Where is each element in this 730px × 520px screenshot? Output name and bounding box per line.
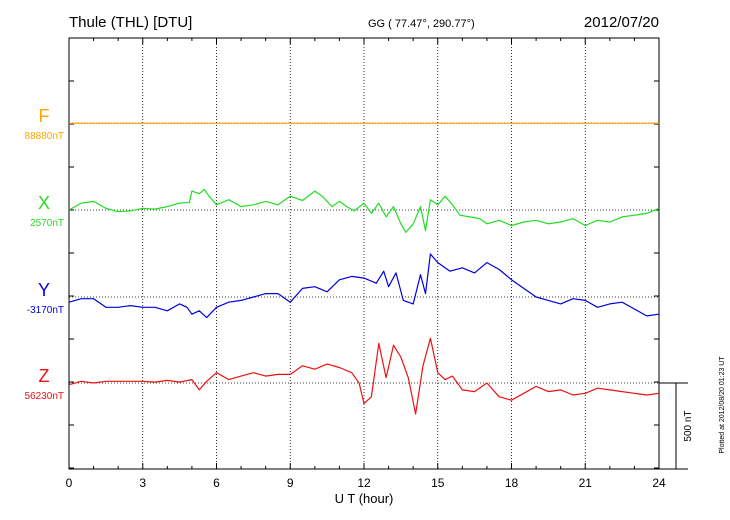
series-line-x xyxy=(68,188,660,233)
series-line-z xyxy=(68,337,660,415)
x-axis-label: U T (hour) xyxy=(335,491,394,506)
x-tick-label: 0 xyxy=(66,476,73,490)
series-line-y xyxy=(68,253,660,319)
series-labels: F 88880nT X 2570nT Y -3170nT Z 56230nT xyxy=(25,106,64,402)
plotted-note: Plotted at 2012/08/20 01:23 UT xyxy=(719,356,726,454)
x-tick-label: 3 xyxy=(139,476,146,490)
axis-ticks: 0 3 6 9 12 15 18 21 24 xyxy=(66,38,666,490)
grid-lines xyxy=(142,38,586,469)
x-tick-label: 18 xyxy=(505,476,519,490)
series-name-f: F xyxy=(39,106,50,126)
x-tick-label: 21 xyxy=(579,476,593,490)
series-baseline-f: 88880nT xyxy=(25,131,64,142)
x-tick-label: 24 xyxy=(652,476,666,490)
series-baseline-x: 2570nT xyxy=(30,218,64,229)
date-label: 2012/07/20 xyxy=(584,14,659,31)
series-name-x: X xyxy=(38,193,50,213)
x-tick-label: 15 xyxy=(431,476,445,490)
scale-bar-label: 500 nT xyxy=(683,410,694,441)
coords-label: GG ( 77.47°, 290.77°) xyxy=(368,18,475,30)
station-title: Thule (THL) [DTU] xyxy=(69,14,192,31)
x-tick-label: 9 xyxy=(287,476,294,490)
series-baseline-z: 56230nT xyxy=(25,391,64,402)
series-name-y: Y xyxy=(38,280,50,300)
series-group xyxy=(68,122,660,415)
series-name-z: Z xyxy=(39,366,50,386)
x-tick-label: 12 xyxy=(357,476,371,490)
x-tick-label: 6 xyxy=(213,476,220,490)
series-baseline-y: -3170nT xyxy=(27,305,64,316)
